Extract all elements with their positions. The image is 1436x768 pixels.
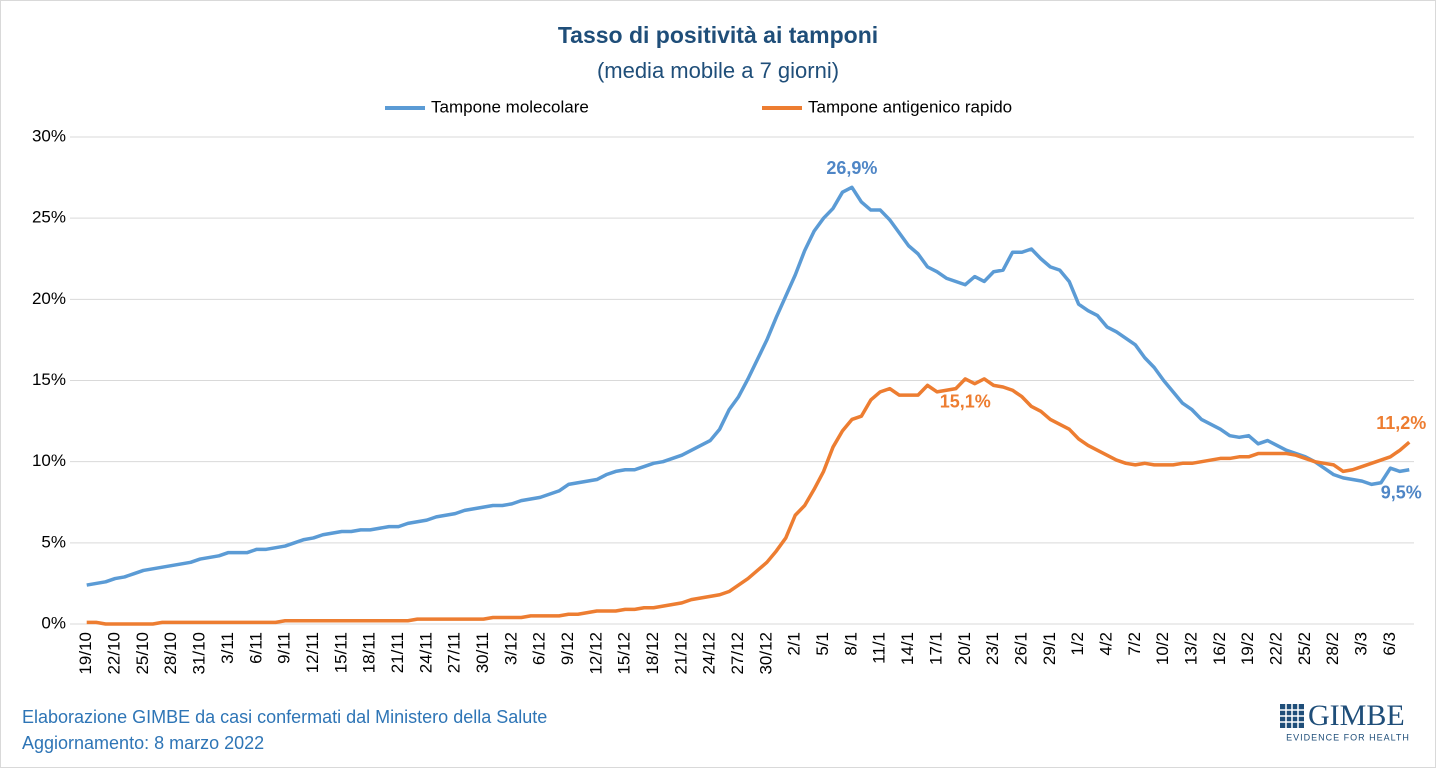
x-tick-label: 30/12 — [756, 632, 775, 675]
update-note: Aggiornamento: 8 marzo 2022 — [22, 733, 264, 753]
data-label: 9,5% — [1381, 483, 1422, 503]
logo-text: GIMBE — [1308, 699, 1405, 732]
x-tick-label: 12/11 — [303, 632, 322, 673]
x-tick-label: 29/1 — [1040, 632, 1059, 665]
series-line — [86, 185, 1410, 587]
x-tick-label: 17/1 — [926, 632, 945, 665]
x-tick-label: 30/11 — [473, 632, 492, 673]
x-tick-label: 19/10 — [76, 632, 95, 675]
x-tick-label: 23/1 — [983, 632, 1002, 665]
y-tick-label: 20% — [32, 289, 66, 308]
x-tick-label: 11/1 — [870, 632, 889, 664]
y-tick-label: 10% — [32, 451, 66, 470]
x-tick-label: 22/10 — [105, 632, 124, 675]
x-tick-label: 12/12 — [586, 632, 605, 675]
x-tick-label: 13/2 — [1181, 632, 1200, 665]
x-tick-label: 21/12 — [671, 632, 690, 675]
x-tick-label: 14/1 — [898, 632, 917, 665]
x-tick-label: 24/12 — [700, 632, 719, 675]
legend-label: Tampone molecolare — [431, 97, 589, 116]
x-tick-label: 7/2 — [1125, 632, 1144, 656]
x-tick-label: 10/2 — [1153, 632, 1172, 665]
x-tick-label: 18/12 — [643, 632, 662, 675]
chart-title: Tasso di positività ai tamponi — [558, 22, 878, 48]
x-tick-label: 6/3 — [1380, 632, 1399, 656]
series-line — [86, 377, 1411, 626]
x-tick-label: 18/11 — [360, 632, 379, 673]
x-tick-label: 1/2 — [1068, 632, 1087, 656]
y-tick-label: 5% — [41, 532, 66, 551]
source-note: Elaborazione GIMBE da casi confermati da… — [22, 707, 547, 727]
legend-label: Tampone antigenico rapido — [808, 97, 1012, 116]
x-tick-label: 25/2 — [1295, 632, 1314, 665]
x-tick-label: 4/2 — [1096, 632, 1115, 656]
data-label: 26,9% — [826, 158, 877, 178]
x-tick-label: 27/12 — [728, 632, 747, 675]
x-tick-label: 25/10 — [133, 632, 152, 675]
x-tick-label: 5/1 — [813, 632, 832, 656]
x-tick-label: 24/11 — [416, 632, 435, 673]
x-tick-label: 19/2 — [1238, 632, 1257, 665]
logo-icon — [1280, 704, 1304, 728]
x-tick-label: 31/10 — [190, 632, 209, 675]
x-tick-label: 3/11 — [218, 632, 237, 664]
y-tick-label: 30% — [32, 126, 66, 145]
x-tick-label: 3/3 — [1352, 632, 1371, 656]
logo-grid — [1280, 704, 1304, 728]
x-tick-label: 22/2 — [1267, 632, 1286, 665]
data-label: 11,2% — [1376, 413, 1426, 433]
x-tick-label: 21/11 — [388, 632, 407, 673]
x-tick-label: 28/2 — [1323, 632, 1342, 665]
y-tick-label: 25% — [32, 208, 66, 227]
logo-tagline: EVIDENCE FOR HEALTH — [1286, 732, 1410, 742]
x-tick-label: 16/2 — [1210, 632, 1229, 665]
x-tick-label: 15/11 — [331, 632, 350, 673]
x-tick-label: 26/1 — [1011, 632, 1030, 665]
data-label: 15,1% — [940, 392, 991, 412]
x-tick-label: 3/12 — [501, 632, 520, 665]
x-tick-label: 8/1 — [841, 632, 860, 656]
x-tick-label: 9/11 — [275, 632, 294, 664]
x-tick-label: 15/12 — [615, 632, 634, 675]
x-tick-label: 27/11 — [445, 632, 464, 673]
x-tick-label: 9/12 — [558, 632, 577, 665]
y-tick-label: 0% — [41, 613, 66, 632]
x-tick-label: 28/10 — [161, 632, 180, 675]
x-tick-label: 2/1 — [785, 632, 804, 656]
x-tick-label: 6/12 — [530, 632, 549, 665]
chart-subtitle: (media mobile a 7 giorni) — [597, 58, 839, 83]
y-tick-label: 15% — [32, 370, 66, 389]
x-tick-label: 6/11 — [246, 632, 265, 664]
x-tick-label: 20/1 — [955, 632, 974, 665]
